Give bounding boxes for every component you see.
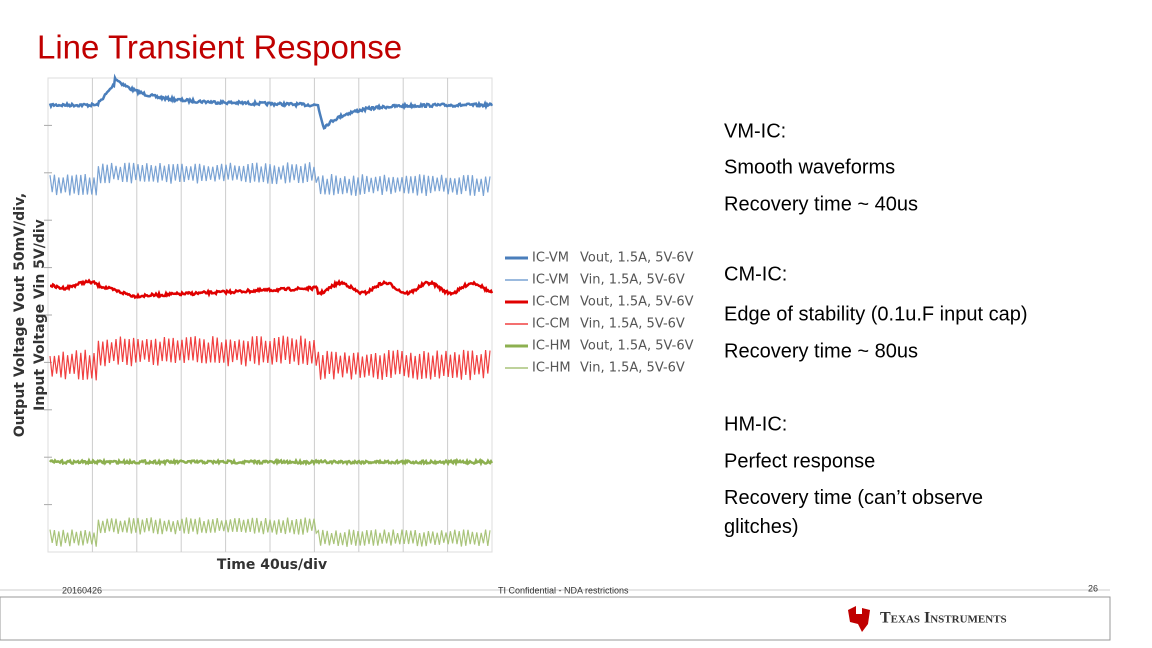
footer-box <box>0 596 1111 641</box>
y-label: Output Voltage Vout 50mV/div, <box>12 193 28 438</box>
section-item: Recovery time ~ 80us <box>724 340 918 362</box>
legend-name: IC-HM <box>532 339 571 354</box>
legend-name: IC-CM <box>532 317 570 332</box>
legend-detail: Vin, 1.5A, 5V-6V <box>580 317 685 332</box>
legend-name: IC-VM <box>532 273 569 288</box>
legend-detail: Vin, 1.5A, 5V-6V <box>580 273 685 288</box>
vin-trace <box>49 335 491 381</box>
logo: Texas Instruments <box>880 610 1007 627</box>
date: 20160426 <box>62 585 102 595</box>
legend: IC-VM Vout, 1.5A, 5V-6V IC-VM Vin, 1.5A, 5V… <box>505 251 694 376</box>
title: Line Transient Response <box>37 29 402 66</box>
section-heading: CM-IC: <box>724 263 787 285</box>
confidential: TI Confidential - NDA restrictions <box>498 585 629 595</box>
logo-icon <box>848 606 870 632</box>
section-heading: VM-IC: <box>724 120 786 142</box>
legend-detail: Vin, 1.5A, 5V-6V <box>580 361 685 376</box>
vout-trace <box>48 73 494 130</box>
y-label: Input Voltage Vin 5V/div <box>32 219 48 411</box>
legend-detail: Vout, 1.5A, 5V-6V <box>580 295 694 310</box>
vin-trace <box>49 162 491 196</box>
section-item: Recovery time (can’t observe glitches) <box>724 487 983 538</box>
vout-trace <box>49 457 494 467</box>
legend-name: IC-VM <box>532 251 569 266</box>
page-number: 26 <box>1088 583 1098 593</box>
section-item: Smooth waveforms <box>724 156 895 178</box>
section-item: Recovery time ~ 40us <box>724 193 918 215</box>
notes: VM-IC: Smooth waveforms Recovery time ~ 40… <box>724 120 1028 538</box>
legend-detail: Vout, 1.5A, 5V-6V <box>580 339 694 354</box>
legend-name: IC-CM <box>532 295 570 310</box>
vin-trace <box>49 517 491 547</box>
grid <box>44 78 449 552</box>
vout-trace <box>50 278 494 300</box>
waveforms <box>48 73 494 547</box>
legend-detail: Vout, 1.5A, 5V-6V <box>580 251 694 266</box>
section-heading: HM-IC: <box>724 413 787 435</box>
section-item: Edge of stability (0.1u.F input cap) <box>724 303 1028 325</box>
legend-name: IC-HM <box>532 361 571 376</box>
x-label: Time 40us/div <box>217 557 327 573</box>
section-item: Perfect response <box>724 450 875 472</box>
